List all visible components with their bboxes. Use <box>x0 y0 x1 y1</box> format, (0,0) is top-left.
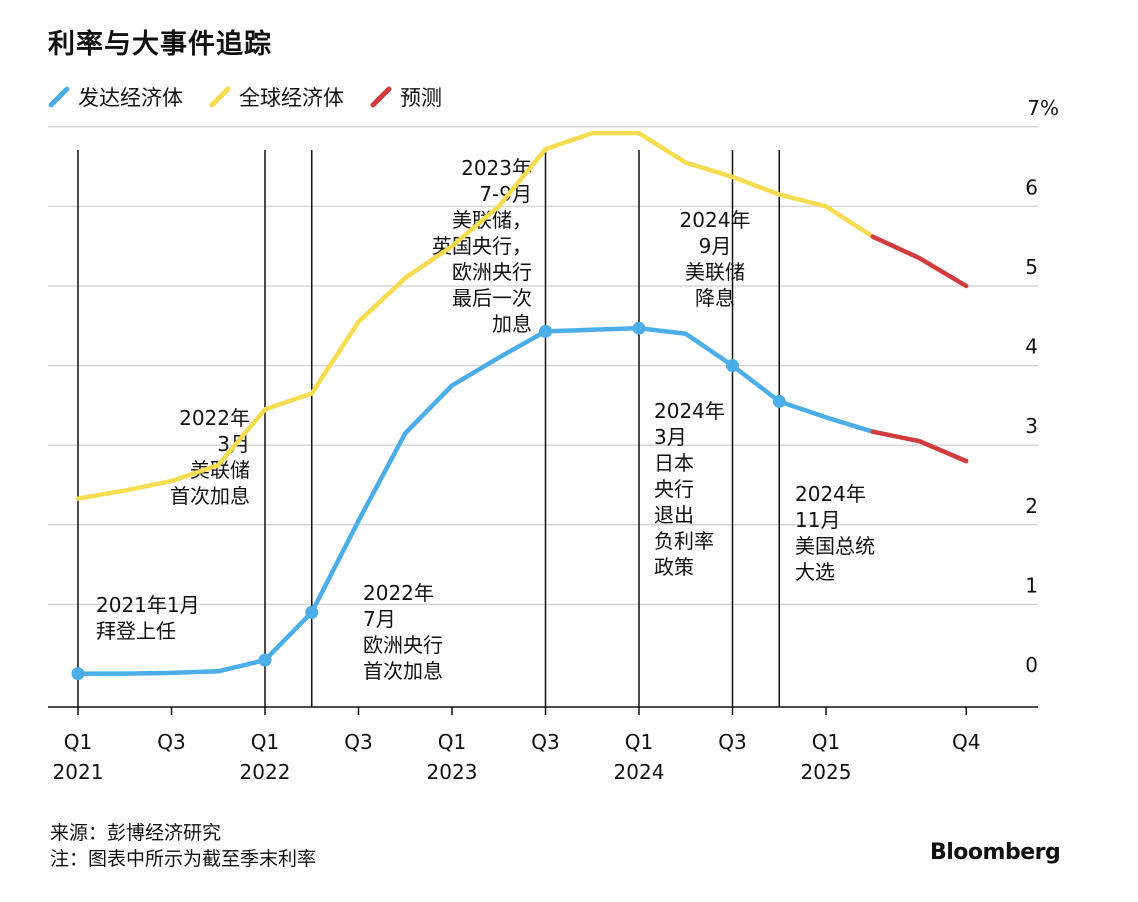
event-annotation: 2023年 <box>461 156 532 180</box>
event-annotation: 7-9月 <box>479 182 532 206</box>
event-annotation: 11月 <box>795 508 840 532</box>
legend-label-global: 全球经济体 <box>239 86 344 110</box>
event-annotation: 负利率 <box>654 529 714 553</box>
event-annotation: 美联储 <box>685 260 745 284</box>
x-tick-label-year: 2024 <box>614 760 665 784</box>
event-annotation: 拜登上任 <box>96 619 176 643</box>
x-tick-label-year: 2021 <box>53 760 104 784</box>
event-annotation: 欧洲央行 <box>452 260 532 284</box>
series-line-forecast <box>870 429 969 464</box>
event-annotation: 英国央行， <box>432 234 532 258</box>
x-tick-label-quarter: Q1 <box>251 730 279 754</box>
event-annotation: 政策 <box>654 555 694 579</box>
x-tick-label-year: 2025 <box>801 760 852 784</box>
x-tick-label-year: 2023 <box>427 760 478 784</box>
y-tick-label: 2 <box>1025 494 1038 518</box>
y-tick-label: 6 <box>1025 175 1038 199</box>
event-annotation: 3月 <box>654 425 687 449</box>
x-tick-label-quarter: Q1 <box>625 730 653 754</box>
data-marker-developed <box>539 324 552 338</box>
legend-swatch-global <box>209 86 231 108</box>
data-marker-developed <box>726 359 739 373</box>
legend-item-forecast: 预测 <box>370 82 442 112</box>
event-annotation: 央行 <box>654 477 694 501</box>
event-annotation: 2022年 <box>363 581 434 605</box>
y-tick-label: 1 <box>1025 573 1038 597</box>
x-tick-label-quarter: Q1 <box>812 730 840 754</box>
event-annotation: 2021年1月 <box>96 593 200 617</box>
y-tick-label: 7% <box>1027 96 1059 120</box>
chart-title: 利率与大事件追踪 <box>48 29 272 60</box>
x-tick-label-quarter: Q3 <box>344 730 372 754</box>
x-tick-label-quarter: Q4 <box>952 730 980 754</box>
data-marker-developed <box>258 653 272 667</box>
bloomberg-logo: Bloomberg <box>930 840 1061 865</box>
event-annotation: 7月 <box>363 607 396 631</box>
legend-swatch-developed <box>48 86 70 108</box>
legend-item-developed: 发达经济体 <box>48 82 183 112</box>
x-tick-label-quarter: Q3 <box>531 730 559 754</box>
data-marker-developed <box>305 605 319 619</box>
series-line-developed <box>75 325 875 676</box>
data-marker-developed <box>71 667 85 681</box>
x-tick-label-quarter: Q1 <box>438 730 466 754</box>
y-tick-label: 4 <box>1025 335 1038 359</box>
event-annotation: 2024年 <box>795 482 866 506</box>
footnote: 注：图表中所示为截至季末利率 <box>50 848 317 870</box>
y-tick-label: 3 <box>1025 414 1038 438</box>
event-annotation: 最后一次 <box>452 286 532 310</box>
legend-swatch-forecast <box>370 86 392 108</box>
y-tick-label: 0 <box>1025 653 1038 677</box>
event-annotation: 2024年 <box>654 399 725 423</box>
x-tick-label-quarter: Q3 <box>157 730 185 754</box>
event-annotation: 加息 <box>492 312 532 336</box>
series-line-forecast <box>870 234 969 289</box>
legend: 发达经济体 全球经济体 预测 <box>48 82 442 112</box>
event-annotation: 首次加息 <box>170 484 250 508</box>
x-tick-label-quarter: Q1 <box>64 730 92 754</box>
data-marker-developed <box>632 321 646 335</box>
x-tick-label-quarter: Q3 <box>718 730 746 754</box>
event-annotation: 欧洲央行 <box>363 633 443 657</box>
event-annotation: 2022年 <box>179 406 250 430</box>
series-line-global <box>75 130 875 501</box>
x-tick-label-year: 2022 <box>240 760 291 784</box>
event-annotation: 9月 <box>699 234 732 258</box>
legend-label-developed: 发达经济体 <box>78 86 183 110</box>
event-annotation: 大选 <box>795 560 835 584</box>
legend-item-global: 全球经济体 <box>209 82 344 112</box>
event-annotation: 退出 <box>654 503 694 527</box>
data-marker-developed <box>772 394 786 408</box>
event-annotation: 美国总统 <box>795 534 875 558</box>
footer-notes: 来源：彭博经济研究 注：图表中所示为截至季末利率 <box>50 820 316 872</box>
event-annotation: 降息 <box>695 286 735 310</box>
y-tick-label: 5 <box>1025 255 1038 279</box>
event-annotation: 首次加息 <box>363 659 443 683</box>
event-annotation: 日本 <box>654 451 694 475</box>
source-note: 来源：彭博经济研究 <box>50 822 222 844</box>
legend-label-forecast: 预测 <box>400 86 442 110</box>
event-annotation: 2024年 <box>680 208 751 232</box>
